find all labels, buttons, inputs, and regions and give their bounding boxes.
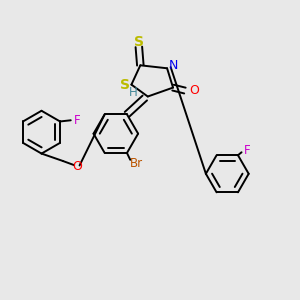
Text: Br: Br xyxy=(130,157,143,170)
Text: S: S xyxy=(134,34,144,49)
Text: O: O xyxy=(189,84,199,97)
Text: N: N xyxy=(169,59,178,72)
Text: F: F xyxy=(74,114,81,127)
Text: F: F xyxy=(244,144,250,157)
Text: O: O xyxy=(72,160,82,173)
Text: H: H xyxy=(128,86,137,99)
Text: S: S xyxy=(120,78,130,92)
